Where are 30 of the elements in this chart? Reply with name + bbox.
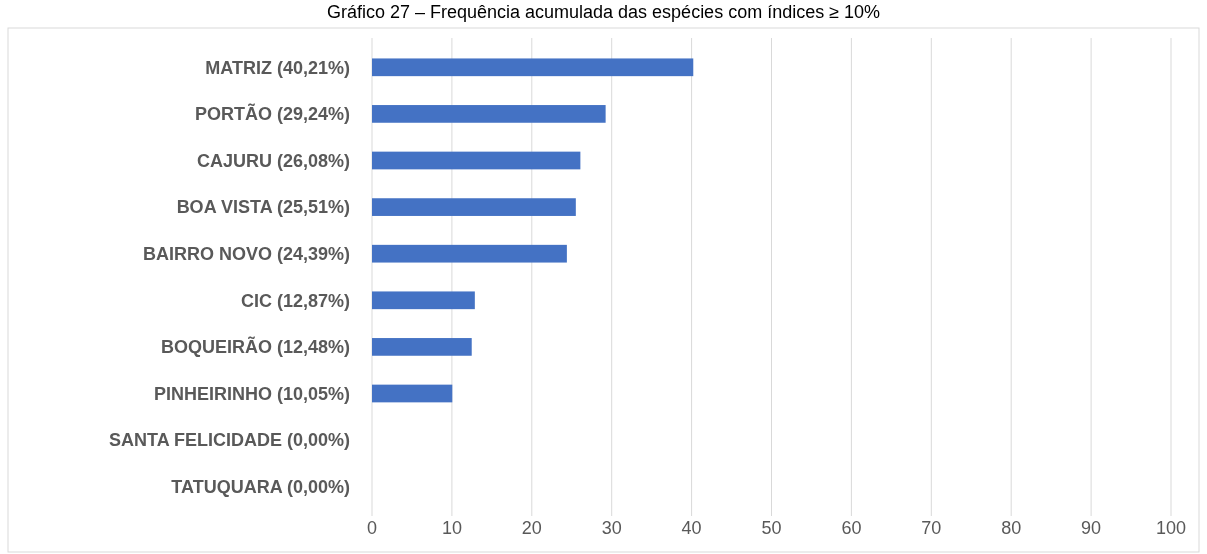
- x-tick-label: 70: [921, 518, 942, 538]
- chart-title: Gráfico 27 – Frequência acumulada das espécies com índices ≥ 10%: [326, 2, 881, 22]
- bar: [372, 198, 576, 216]
- x-tick-label: 100: [1155, 518, 1187, 538]
- y-tick-label: BAIRRO NOVO (24,39%): [142, 244, 350, 264]
- y-tick-label: BOQUEIRÃO (12,48%): [160, 336, 350, 358]
- x-tick-label: 80: [1001, 518, 1022, 538]
- y-tick-label: TATUQUARA (0,00%): [171, 477, 350, 497]
- y-tick-label: CAJURU (26,08%): [196, 150, 350, 171]
- y-tick-label: MATRIZ (40,21%): [205, 57, 350, 78]
- bar: [372, 105, 606, 123]
- bar: [372, 58, 694, 77]
- y-tick-label: PINHEIRINHO (10,05%): [153, 383, 350, 404]
- x-tick-label: 0: [366, 518, 378, 538]
- x-tick-label: 10: [441, 518, 462, 538]
- x-tick-label: 50: [761, 518, 782, 538]
- y-tick-label: SANTA FELICIDADE (0,00%): [108, 430, 350, 451]
- x-tick-label: 20: [521, 518, 542, 538]
- bar: [372, 151, 581, 170]
- x-tick-label: 90: [1081, 518, 1102, 538]
- x-tick-label: 30: [601, 518, 622, 538]
- bar: [372, 338, 472, 356]
- bar: [372, 244, 567, 263]
- y-tick-label: BOA VISTA (25,51%): [176, 197, 350, 218]
- y-tick-label: PORTÃO (29,24%): [194, 103, 350, 125]
- bar: [372, 384, 453, 403]
- bar: [372, 291, 475, 310]
- x-tick-label: 60: [841, 518, 862, 538]
- y-tick-label: CIC (12,87%): [240, 290, 350, 311]
- x-tick-label: 40: [681, 518, 702, 538]
